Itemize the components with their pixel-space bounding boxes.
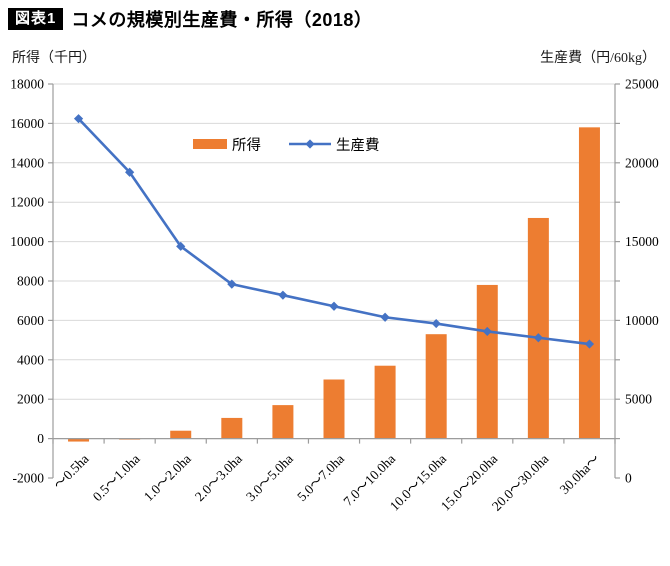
category-labels: ～0.5ha0.5～1.0ha1.0～2.0ha2.0～3.0ha3.0～5.0… bbox=[51, 451, 603, 514]
left-axis-tick-label: -2000 bbox=[13, 471, 45, 486]
production-cost-line bbox=[73, 114, 595, 349]
right-axis-tick-label: 0 bbox=[625, 471, 632, 486]
diamond-marker bbox=[73, 114, 84, 124]
right-axis-tick-label: 25000 bbox=[625, 77, 659, 92]
bar bbox=[425, 334, 447, 439]
category-label: 5.0～7.0ha bbox=[294, 451, 347, 504]
legend-line-label: 生産費 bbox=[336, 137, 380, 154]
diamond-marker bbox=[380, 312, 390, 322]
bar bbox=[578, 127, 600, 439]
diamond-marker bbox=[431, 318, 441, 329]
category-label: 30.0ha～ bbox=[557, 451, 603, 497]
diamond-marker bbox=[278, 290, 288, 300]
bar bbox=[170, 430, 192, 439]
left-axis-unit-label: 所得（千円） bbox=[12, 51, 96, 66]
legend-bar-swatch bbox=[193, 139, 227, 149]
legend: 所得 生産費 bbox=[193, 137, 380, 154]
category-label: 0.5～1.0ha bbox=[90, 451, 143, 504]
bar bbox=[527, 217, 549, 439]
chart-header: 図表1 コメの規模別生産費・所得（2018） bbox=[8, 6, 372, 32]
left-axis-tick-label: 14000 bbox=[10, 155, 44, 170]
diamond-marker bbox=[533, 333, 543, 343]
left-axis-tick-label: 8000 bbox=[17, 274, 44, 289]
left-axis-tick-label: 6000 bbox=[17, 313, 44, 328]
diamond-marker bbox=[584, 339, 595, 349]
bar bbox=[68, 438, 90, 442]
right-axis-tick-label: 10000 bbox=[625, 313, 659, 328]
right-axis-unit-label: 生産費（円/60kg） bbox=[540, 51, 656, 66]
page-title: コメの規模別生産費・所得（2018） bbox=[71, 10, 373, 30]
diamond-marker bbox=[125, 167, 135, 177]
bar bbox=[323, 379, 345, 439]
axes: -2000 0 2000 4000 6000 8000 10000 12000 14000 160… bbox=[10, 77, 659, 486]
legend-line-marker bbox=[305, 139, 315, 149]
figure-badge: 図表1 bbox=[8, 8, 64, 30]
bar bbox=[221, 417, 243, 439]
left-axis-tick-label: 4000 bbox=[17, 352, 44, 367]
bar bbox=[476, 284, 498, 439]
left-axis-tick-label: 12000 bbox=[10, 195, 44, 210]
left-axis-tick-label: 18000 bbox=[10, 77, 44, 92]
bar bbox=[272, 405, 294, 439]
left-axis-tick-label: 10000 bbox=[10, 234, 44, 249]
bar bbox=[374, 365, 396, 439]
gridlines bbox=[53, 83, 615, 440]
category-label: 1.0～2.0ha bbox=[141, 451, 194, 504]
left-axis-tick-label: 0 bbox=[37, 431, 44, 446]
category-label: 3.0～5.0ha bbox=[243, 451, 296, 504]
left-axis-tick-label: 16000 bbox=[10, 116, 44, 131]
diamond-marker bbox=[329, 301, 339, 311]
right-axis-tick-label: 20000 bbox=[625, 155, 659, 170]
right-axis-tick-label: 15000 bbox=[625, 234, 659, 249]
right-axis-tick-label: 5000 bbox=[625, 392, 652, 407]
legend-bar-label: 所得 bbox=[232, 137, 261, 154]
income-bars bbox=[68, 127, 600, 442]
category-label: 2.0～3.0ha bbox=[192, 451, 245, 504]
category-label: ～0.5ha bbox=[51, 451, 92, 492]
diamond-marker bbox=[176, 241, 186, 251]
diamond-marker bbox=[227, 279, 237, 289]
diamond-marker bbox=[482, 326, 492, 337]
left-axis-tick-label: 2000 bbox=[17, 392, 44, 407]
